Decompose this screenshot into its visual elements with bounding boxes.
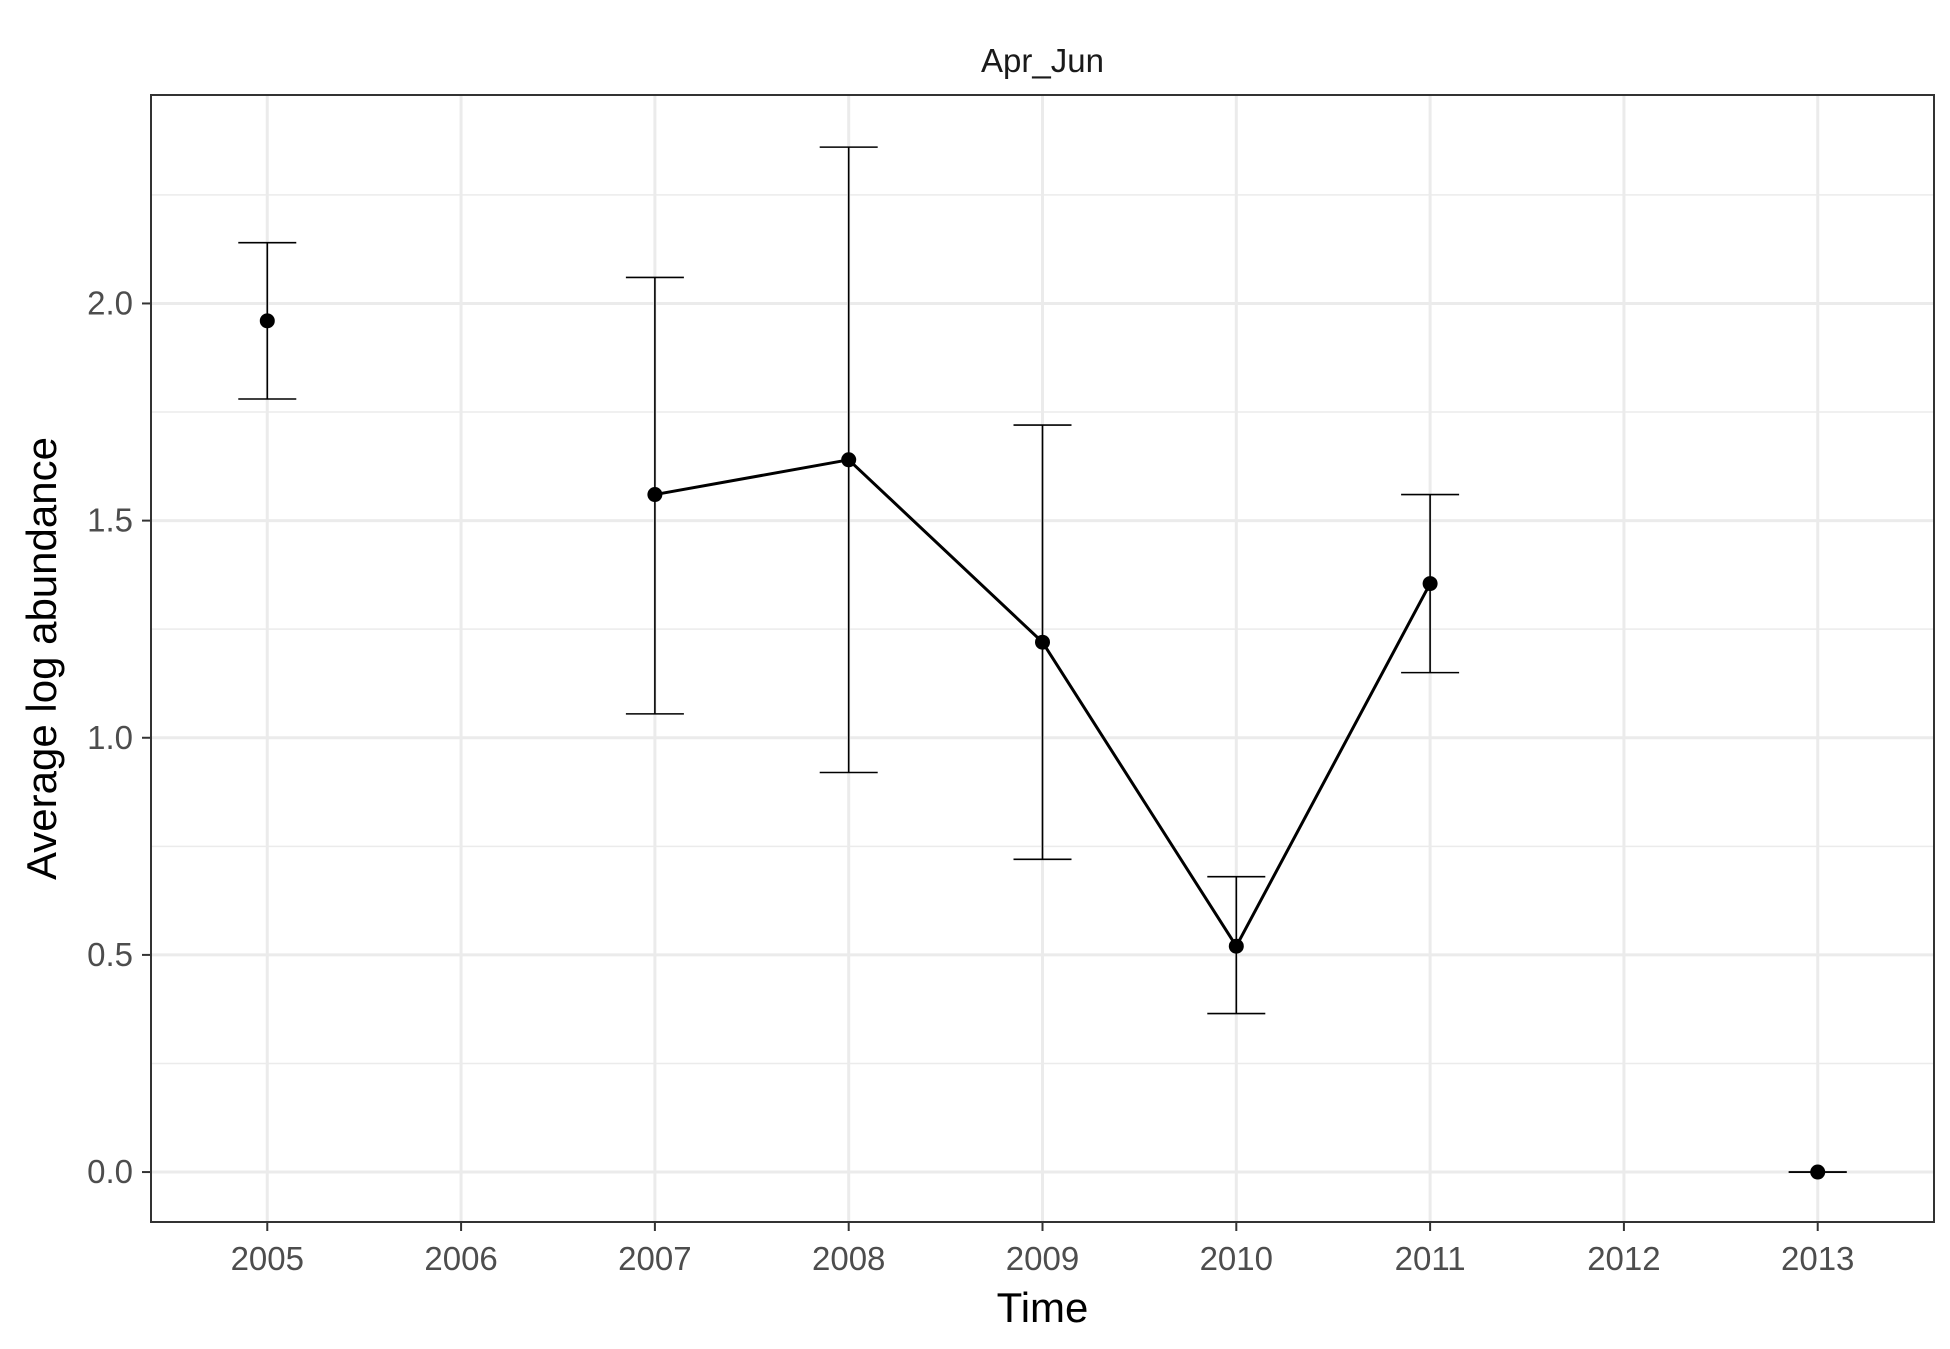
x-axis-title: Time: [997, 1284, 1089, 1331]
y-tick-label: 0.0: [87, 1153, 133, 1190]
x-tick-label: 2009: [1006, 1240, 1079, 1277]
y-tick-label: 1.5: [87, 502, 133, 539]
y-tick-label: 0.5: [87, 936, 133, 973]
x-axis-ticks: 2005 2006 2007 2008 2009 2010 2011 2012 2013: [231, 1222, 1854, 1277]
panel-strip-label: Apr_Jun: [981, 42, 1104, 79]
y-axis-title: Average log abundance: [18, 437, 65, 880]
x-tick-label: 2007: [618, 1240, 691, 1277]
x-tick-label: 2011: [1395, 1240, 1466, 1277]
data-point-2011: [1422, 576, 1438, 592]
data-point-2007: [647, 487, 663, 503]
x-tick-label: 2013: [1781, 1240, 1854, 1277]
data-point-2009: [1035, 634, 1050, 650]
x-tick-label: 2005: [231, 1240, 304, 1277]
y-axis-ticks: 0.0 0.5 1.0 1.5 2.0: [87, 284, 151, 1190]
data-point-2005: [259, 313, 275, 329]
x-tick-label: 2006: [424, 1240, 497, 1277]
y-tick-label: 1.0: [87, 719, 133, 756]
x-tick-label: 2008: [812, 1240, 885, 1277]
x-tick-label: 2012: [1587, 1240, 1660, 1277]
data-point-2010: [1228, 938, 1244, 954]
data-points: [259, 313, 1826, 1180]
data-point-2013: [1810, 1164, 1826, 1180]
data-point-2008: [841, 452, 857, 468]
x-tick-label: 2010: [1200, 1240, 1273, 1277]
y-tick-label: 2.0: [87, 284, 133, 321]
